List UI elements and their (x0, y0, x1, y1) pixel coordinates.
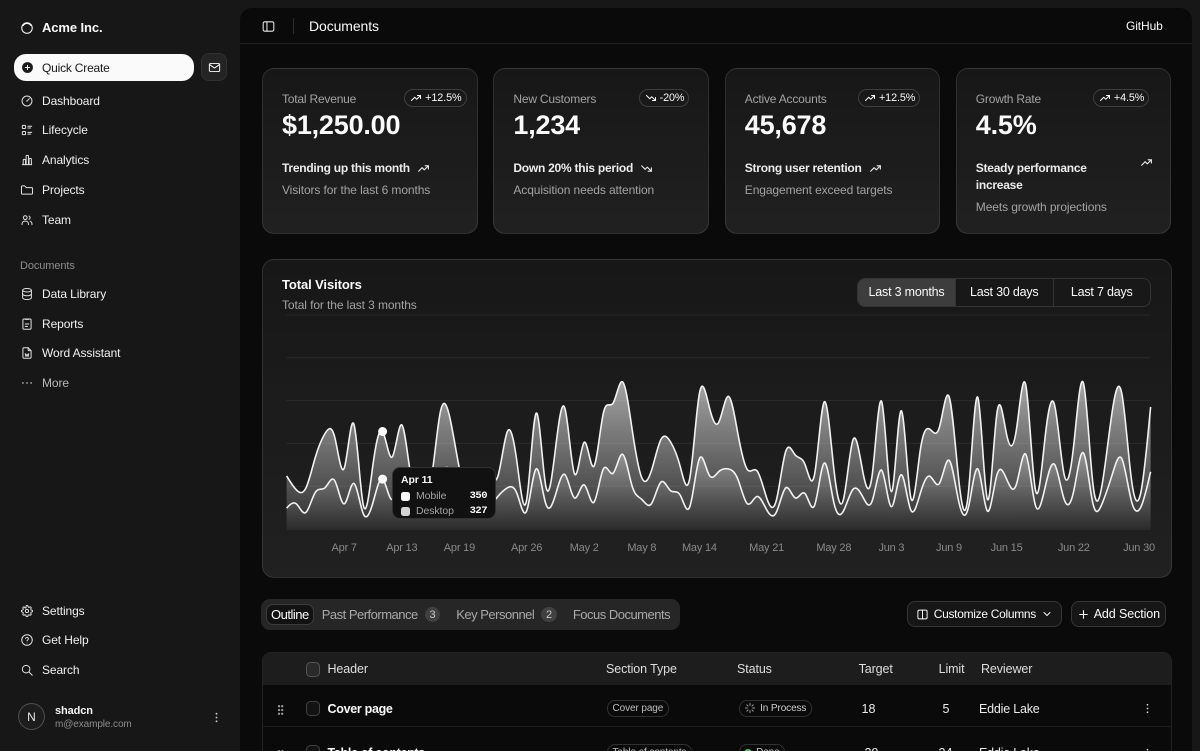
svg-text:Jun 3: Jun 3 (878, 542, 904, 554)
svg-text:May 21: May 21 (749, 542, 784, 554)
svg-text:Jun 22: Jun 22 (1058, 542, 1090, 554)
svg-text:Apr 19: Apr 19 (444, 542, 475, 554)
svg-text:Jun 30: Jun 30 (1123, 542, 1155, 554)
svg-text:Apr 26: Apr 26 (511, 542, 542, 554)
svg-text:Apr 13: Apr 13 (386, 542, 417, 554)
svg-text:May 14: May 14 (682, 542, 717, 554)
svg-text:May 8: May 8 (627, 542, 656, 554)
svg-text:Apr 7: Apr 7 (332, 542, 357, 554)
svg-text:Jun 9: Jun 9 (936, 542, 962, 554)
svg-text:May 28: May 28 (816, 542, 851, 554)
svg-text:Jun 15: Jun 15 (991, 542, 1023, 554)
svg-text:May 2: May 2 (570, 542, 599, 554)
